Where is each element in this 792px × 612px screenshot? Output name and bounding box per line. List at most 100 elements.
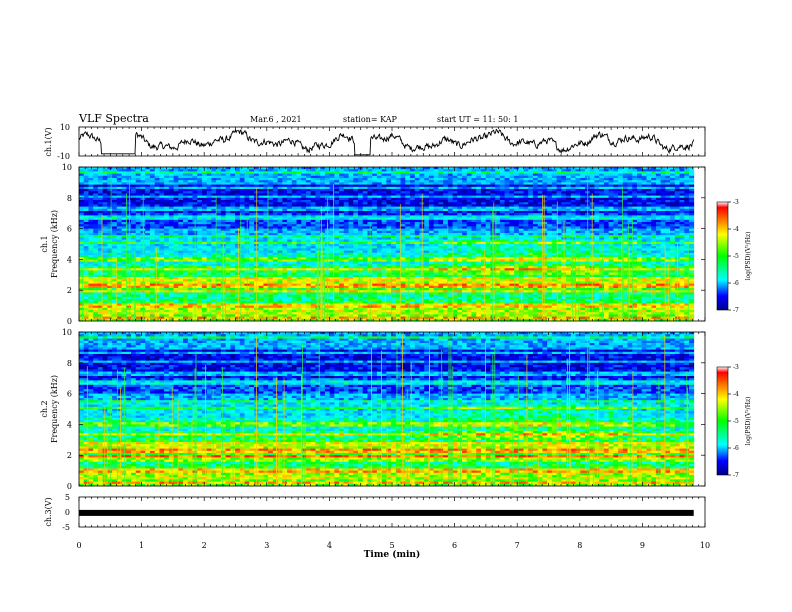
spectrogram-cell <box>135 186 141 190</box>
spectrogram-cell <box>310 186 316 190</box>
spectrogram-cell <box>112 195 118 199</box>
spectrogram-cell <box>145 182 151 185</box>
spectrogram-cell <box>665 175 671 179</box>
spectrogram-cell <box>438 184 444 188</box>
spectrogram-cell <box>400 191 406 194</box>
spectrogram-cell <box>272 167 279 170</box>
spectrogram-cell <box>305 184 312 188</box>
spectrogram-cell <box>523 171 529 174</box>
spectrogram-cell <box>301 175 307 179</box>
spectrogram-cell <box>561 169 567 172</box>
spectrogram-cell <box>471 173 477 177</box>
spectrogram-cell <box>272 195 279 199</box>
spectrogram-cell <box>192 202 198 205</box>
spectrogram-cell <box>613 208 619 212</box>
spectrogram-cell <box>684 195 690 199</box>
spectrogram-cell <box>603 195 610 199</box>
spectrogram-cell <box>589 189 595 192</box>
spectrogram-cell <box>253 173 260 177</box>
spectrogram-cell <box>329 178 335 181</box>
spectrogram-cell <box>457 197 463 201</box>
spectrogram-cell <box>367 184 373 188</box>
spectrogram-cell <box>528 206 534 210</box>
spectrogram-cell <box>400 173 406 177</box>
spectrogram-cell <box>183 173 189 177</box>
spectrogram-cell <box>230 186 236 190</box>
spectrogram-cell <box>192 195 198 199</box>
spectrogram-cell <box>490 204 496 207</box>
spectrogram-cell <box>670 202 676 205</box>
spectrogram-cell <box>268 206 274 210</box>
spectrogram-cell <box>140 173 146 177</box>
spectrogram-cell <box>216 180 222 183</box>
spectrogram-cell <box>126 200 132 203</box>
spectrogram-cell <box>357 175 364 179</box>
spectrogram-cell <box>121 175 127 179</box>
spectrogram-cell <box>239 189 245 192</box>
spectrogram-cell <box>514 182 520 185</box>
spectrogram-cell <box>149 182 156 185</box>
spectrogram-cell <box>381 182 387 185</box>
spectrogram-cell <box>225 204 231 207</box>
spectrogram-cell <box>79 175 85 179</box>
spectrogram-cell <box>211 173 217 177</box>
spectrogram-cell <box>580 186 586 190</box>
spectrogram-cell <box>618 200 624 203</box>
spectrogram-cell <box>201 206 208 210</box>
spectrogram-cell <box>362 180 368 183</box>
spectrogram-cell <box>495 202 501 205</box>
spectrogram-cell <box>599 167 605 170</box>
spectrogram-cell <box>594 186 600 190</box>
spectrogram-cell <box>632 184 638 188</box>
spectrogram-cell <box>622 167 628 170</box>
spectrogram-cell <box>466 195 472 199</box>
spectrogram-cell <box>495 173 501 177</box>
spectrogram-cell <box>220 195 226 199</box>
spectrogram-cell <box>244 182 250 185</box>
spectrogram-cell <box>258 195 264 199</box>
spectrogram-cell <box>197 189 203 192</box>
spectrogram-cell <box>566 208 572 212</box>
spectrogram-cell <box>580 202 586 205</box>
spectrogram-cell <box>258 182 264 185</box>
spectrogram-cell <box>518 175 524 179</box>
spectrogram-cell <box>353 169 359 172</box>
spectrogram-cell <box>315 208 321 212</box>
spectrogram-cell <box>291 195 297 199</box>
spectrogram-cell <box>561 197 567 201</box>
spectrogram-cell <box>310 195 316 199</box>
spectrogram-cell <box>112 169 118 172</box>
spectrogram-cell <box>376 197 383 201</box>
ch1-waveform-panel: 10 -10 ch.1(V) <box>44 123 706 161</box>
spectrogram-cell <box>504 175 510 179</box>
spectrogram-cell <box>400 167 406 170</box>
spectrogram-cell <box>187 202 193 205</box>
spectrogram-cell <box>566 182 572 185</box>
spectrogram-cell <box>268 202 274 205</box>
spectrogram-cell <box>613 204 619 207</box>
spectrogram-cell <box>627 169 633 172</box>
spectrogram-cell <box>121 195 127 199</box>
spectrogram-cell <box>357 184 364 188</box>
spectrogram-cell <box>249 167 255 170</box>
spectrogram-cell <box>443 182 449 185</box>
spectrogram-cell <box>192 208 198 212</box>
spectrogram-cell <box>509 193 515 196</box>
spectrogram-cell <box>291 204 297 207</box>
spectrogram-cell <box>556 175 562 179</box>
spectrogram-cell <box>594 193 600 196</box>
spectrogram-cell <box>622 175 628 179</box>
spectrogram-cell <box>542 191 548 194</box>
spectrogram-cell <box>154 208 160 212</box>
spectrogram-cell <box>192 173 198 177</box>
spectrogram-cell <box>225 175 231 179</box>
spectrogram-cell <box>235 175 241 179</box>
spectrogram-cell <box>636 171 643 174</box>
spectrogram-cell <box>428 197 435 201</box>
spectrogram-cell <box>239 182 245 185</box>
spectrogram-cell <box>457 202 463 205</box>
spectrogram-cell <box>88 195 94 199</box>
spectrogram-cell <box>372 178 378 181</box>
spectrogram-cell <box>145 171 151 174</box>
spectrogram-cell <box>594 195 600 199</box>
